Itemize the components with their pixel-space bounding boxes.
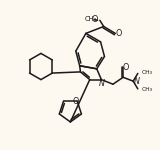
Text: N: N bbox=[99, 79, 105, 88]
Text: O: O bbox=[92, 15, 98, 24]
Text: CH₃: CH₃ bbox=[84, 16, 97, 22]
Text: O: O bbox=[123, 63, 129, 72]
Text: CH₃: CH₃ bbox=[142, 87, 153, 92]
Text: N: N bbox=[134, 77, 140, 86]
Text: O: O bbox=[72, 97, 79, 106]
Text: CH₃: CH₃ bbox=[142, 70, 153, 75]
Text: O: O bbox=[115, 29, 122, 38]
